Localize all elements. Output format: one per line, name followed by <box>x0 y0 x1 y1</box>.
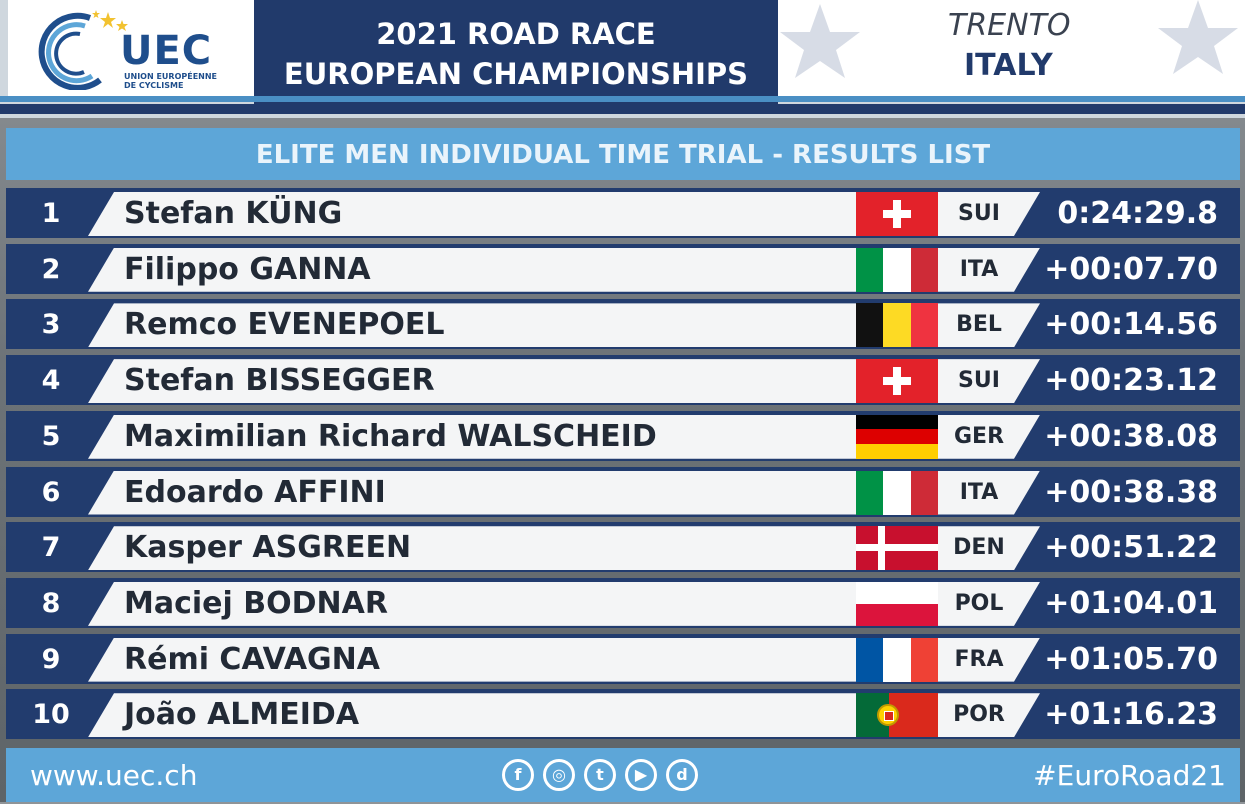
result-rank: 2 <box>41 253 61 285</box>
hashtag: #EuroRoad21 <box>1033 759 1226 792</box>
result-nation: SUI <box>958 201 1000 226</box>
result-time: +01:04.01 <box>1044 585 1218 621</box>
result-row: 8 Maciej BODNAR POL +01:04.01 <box>6 577 1240 628</box>
result-rank: 7 <box>41 532 61 564</box>
title-line2: EUROPEAN CHAMPIONSHIPS <box>283 57 749 91</box>
twitter-icon[interactable]: t <box>584 759 616 791</box>
result-name: Remco EVENEPOEL <box>124 307 445 343</box>
dailymotion-icon[interactable]: d <box>666 759 698 791</box>
portugal-flag-icon <box>856 693 938 738</box>
uec-logo: UEC UNION EUROPÉENNE DE CYCLISME <box>8 0 254 96</box>
result-rank: 4 <box>41 365 61 397</box>
result-time: +00:38.08 <box>1044 418 1218 454</box>
result-time: +01:05.70 <box>1044 641 1218 677</box>
result-rank: 9 <box>41 643 61 675</box>
result-nation: ITA <box>959 256 999 282</box>
germany-flag-icon <box>856 414 938 459</box>
result-name: Edoardo AFFINI <box>124 474 386 510</box>
result-name: Maximilian Richard WALSCHEID <box>124 418 657 454</box>
poland-flag-icon <box>856 581 938 626</box>
results-subtitle: ELITE MEN INDIVIDUAL TIME TRIAL - RESULT… <box>6 128 1240 180</box>
location-country: ITALY <box>964 48 1053 83</box>
result-name: João ALMEIDA <box>124 697 360 733</box>
switzerland-flag-icon <box>856 359 938 404</box>
result-nation: FRA <box>954 646 1004 672</box>
logo-sub-line1: UNION EUROPÉENNE <box>124 72 218 81</box>
result-rank: 8 <box>41 587 61 619</box>
italy-flag-icon <box>856 470 938 515</box>
result-time: +00:14.56 <box>1044 307 1218 343</box>
belgium-flag-icon <box>856 303 938 348</box>
location-box: TRENTO ITALY <box>778 0 1245 96</box>
result-row: 6 Edoardo AFFINI ITA +00:38.38 <box>6 466 1240 517</box>
header-stripe-dark <box>0 104 1245 114</box>
result-time: +00:38.38 <box>1044 474 1218 510</box>
footer: www.uec.ch f ◎ t ▶ d #EuroRoad21 <box>6 748 1240 802</box>
result-row: 7 Kasper ASGREEN DEN +00:51.22 <box>6 522 1240 573</box>
website-link[interactable]: www.uec.ch <box>30 759 198 792</box>
switzerland-flag-icon <box>856 192 938 236</box>
stars-decoration-icon <box>780 0 1238 78</box>
france-flag-icon <box>856 637 938 682</box>
result-nation: POR <box>953 702 1005 728</box>
result-row: 9 Rémi CAVAGNA FRA +01:05.70 <box>6 633 1240 684</box>
result-row: 3 Remco EVENEPOEL BEL +00:14.56 <box>6 299 1240 350</box>
result-name: Stefan BISSEGGER <box>124 363 435 399</box>
result-name: Stefan KÜNG <box>124 196 343 231</box>
result-nation: DEN <box>953 535 1005 561</box>
result-nation: GER <box>953 423 1005 449</box>
header-stripe <box>0 96 1245 102</box>
result-name: Filippo GANNA <box>124 251 371 287</box>
result-row: 10 João ALMEIDA POR +01:16.23 <box>6 689 1240 740</box>
social-icons: f ◎ t ▶ d <box>502 759 698 791</box>
result-row: 2 Filippo GANNA ITA +00:07.70 <box>6 243 1240 294</box>
result-rank: 10 <box>32 699 70 731</box>
result-name: Kasper ASGREEN <box>124 530 412 566</box>
event-title: 2021 ROAD RACE EUROPEAN CHAMPIONSHIPS <box>254 0 778 112</box>
logo-subtitle: UNION EUROPÉENNE DE CYCLISME <box>124 72 217 90</box>
result-rank: 1 <box>41 198 61 229</box>
result-nation: BEL <box>956 312 1002 338</box>
result-time: +00:51.22 <box>1044 530 1218 566</box>
italy-flag-icon <box>856 247 938 292</box>
denmark-flag-icon <box>856 526 938 571</box>
header: UEC UNION EUROPÉENNE DE CYCLISME 2021 RO… <box>0 0 1245 118</box>
result-name: Maciej BODNAR <box>124 585 388 621</box>
logo-text: UEC <box>120 28 213 74</box>
location-city: TRENTO <box>948 8 1071 43</box>
result-row: 1 Stefan KÜNG SUI 0:24:29.8 <box>6 188 1240 238</box>
result-row: 5 Maximilian Richard WALSCHEID GER +00:3… <box>6 410 1240 461</box>
result-time: +00:23.12 <box>1044 363 1218 399</box>
facebook-icon[interactable]: f <box>502 759 534 791</box>
result-name: Rémi CAVAGNA <box>124 641 380 677</box>
result-rank: 6 <box>41 476 61 508</box>
logo-sub-line2: DE CYCLISME <box>124 81 184 90</box>
result-rank: 3 <box>41 309 61 341</box>
result-time: +01:16.23 <box>1044 697 1218 733</box>
result-nation: SUI <box>958 368 1000 394</box>
result-nation: POL <box>954 590 1004 616</box>
youtube-icon[interactable]: ▶ <box>625 759 657 791</box>
logo-arcs-icon <box>38 10 128 90</box>
title-line1: 2021 ROAD RACE <box>376 17 656 51</box>
instagram-icon[interactable]: ◎ <box>543 759 575 791</box>
result-rank: 5 <box>41 420 61 452</box>
result-time: 0:24:29.8 <box>1057 196 1218 231</box>
result-nation: ITA <box>959 479 999 505</box>
result-time: +00:07.70 <box>1044 251 1218 287</box>
result-row: 4 Stefan BISSEGGER SUI +00:23.12 <box>6 355 1240 406</box>
